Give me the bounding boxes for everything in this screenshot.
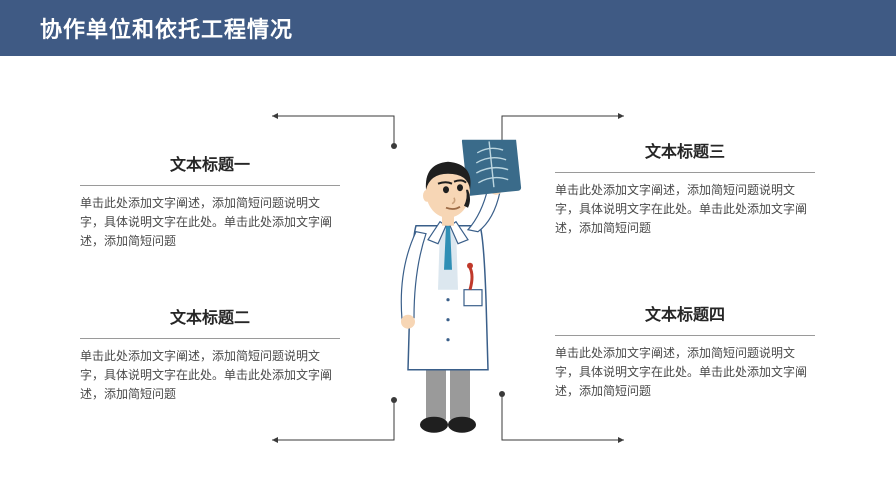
block-heading: 文本标题三	[555, 138, 815, 162]
block-body: 单击此处添加文字阐述，添加简短问题说明文字，具体说明文字在此处。单击此处添加文字…	[80, 194, 340, 252]
block-divider	[555, 335, 815, 336]
block-body: 单击此处添加文字阐述，添加简短问题说明文字，具体说明文字在此处。单击此处添加文字…	[80, 347, 340, 405]
text-block-4: 文本标题四 单击此处添加文字阐述，添加简短问题说明文字，具体说明文字在此处。单击…	[555, 301, 815, 402]
doctor-icon	[368, 140, 528, 440]
block-heading: 文本标题四	[555, 301, 815, 325]
text-block-1: 文本标题一 单击此处添加文字阐述，添加简短问题说明文字，具体说明文字在此处。单击…	[80, 151, 340, 252]
block-heading: 文本标题二	[80, 304, 340, 328]
text-block-2: 文本标题二 单击此处添加文字阐述，添加简短问题说明文字，具体说明文字在此处。单击…	[80, 304, 340, 405]
page-title: 协作单位和依托工程情况	[40, 12, 293, 44]
text-block-3: 文本标题三 单击此处添加文字阐述，添加简短问题说明文字，具体说明文字在此处。单击…	[555, 138, 815, 239]
block-divider	[80, 185, 340, 186]
doctor-illustration	[368, 140, 528, 445]
block-body: 单击此处添加文字阐述，添加简短问题说明文字，具体说明文字在此处。单击此处添加文字…	[555, 181, 815, 239]
block-body: 单击此处添加文字阐述，添加简短问题说明文字，具体说明文字在此处。单击此处添加文字…	[555, 344, 815, 402]
block-heading: 文本标题一	[80, 151, 340, 175]
content-area: 文本标题一 单击此处添加文字阐述，添加简短问题说明文字，具体说明文字在此处。单击…	[0, 56, 896, 504]
header-band: 协作单位和依托工程情况	[0, 0, 896, 56]
block-divider	[555, 172, 815, 173]
block-divider	[80, 338, 340, 339]
